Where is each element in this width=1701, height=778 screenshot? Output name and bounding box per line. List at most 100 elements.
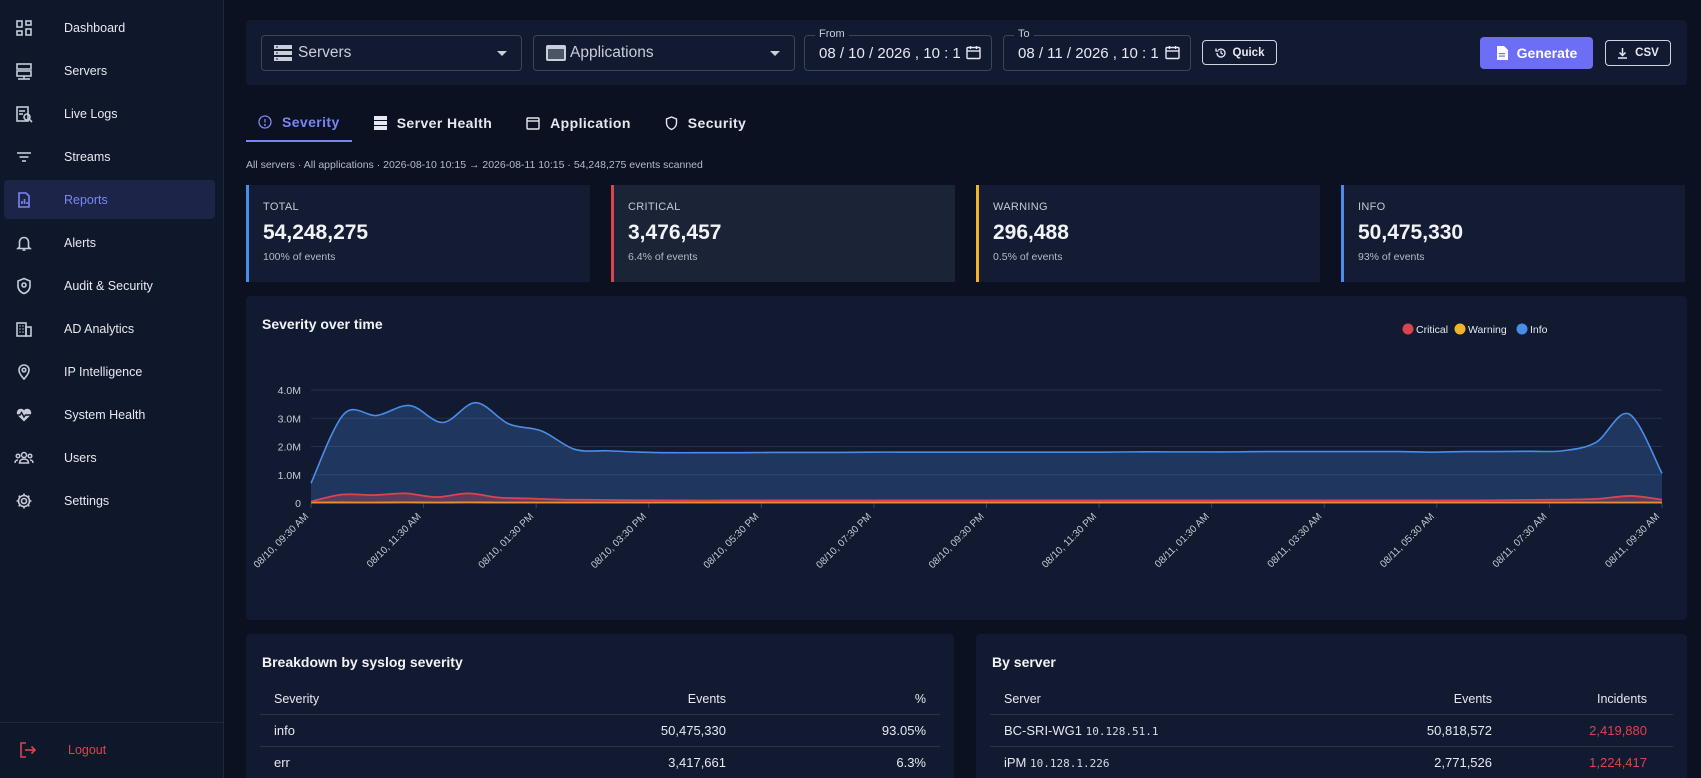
table-header-row: Server Events Incidents: [990, 683, 1673, 715]
legend-dot-critical: [1402, 323, 1414, 335]
column-header[interactable]: Severity: [274, 691, 320, 706]
breakdown-table: Severity Events % info 50,475,330 93.05%…: [260, 683, 940, 778]
sidebar-item-audit-security[interactable]: Audit & Security: [4, 266, 215, 305]
csv-export-button[interactable]: CSV: [1605, 40, 1671, 66]
y-tick-label: 2.0M: [278, 442, 301, 454]
stat-card-total[interactable]: TOTAL 54,248,275 100% of events: [246, 185, 590, 282]
generate-button[interactable]: Generate: [1480, 37, 1593, 69]
x-tick-label: 08/11, 01:30 AM: [1153, 511, 1212, 570]
chevron-down-icon: [497, 51, 507, 56]
x-tick-label: 08/10, 01:30 PM: [477, 511, 537, 571]
stat-value: 54,248,275: [263, 221, 369, 244]
sidebar-item-streams[interactable]: Streams: [4, 137, 215, 176]
sidebar-item-alerts[interactable]: Alerts: [4, 223, 215, 262]
servers-select[interactable]: Servers: [261, 35, 522, 71]
sidebar-item-ad-analytics[interactable]: AD Analytics: [4, 309, 215, 348]
chevron-down-icon: [770, 51, 780, 56]
column-header[interactable]: Server: [1004, 691, 1041, 706]
x-tick-label: 08/11, 05:30 AM: [1378, 511, 1437, 570]
sidebar-item-label: Reports: [64, 192, 108, 207]
by-server-title: By server: [992, 654, 1056, 670]
stat-card-info[interactable]: INFO 50,475,330 93% of events: [1341, 185, 1685, 282]
tab-server-health[interactable]: Server Health: [362, 104, 504, 142]
history-icon: [1214, 47, 1227, 59]
series-line-critical: [310, 492, 1663, 503]
x-tick-label: 08/10, 09:30 AM: [252, 511, 311, 570]
tab-application[interactable]: Application: [514, 104, 643, 142]
quick-button[interactable]: Quick: [1202, 40, 1277, 65]
events-cell: 3,417,661: [668, 755, 726, 770]
events-cell: 50,818,572: [1426, 723, 1492, 738]
stat-label: CRITICAL: [628, 201, 681, 213]
series-line-info: [310, 401, 1663, 484]
heart-pulse-icon: [12, 403, 36, 427]
table-row[interactable]: err 3,417,661 6.3%: [260, 747, 940, 778]
x-tick-label: 08/11, 03:30 AM: [1266, 511, 1325, 570]
sidebar-item-label: Users: [64, 450, 97, 465]
stat-subtext: 100% of events: [263, 251, 336, 263]
info-circle-icon: [258, 115, 272, 129]
severity-chart-panel: Severity over time 0 1.0M 2.0M 3.0M 4.0M 08/1…: [246, 296, 1687, 620]
y-tick-label: 3.0M: [278, 413, 301, 425]
severity-area-chart[interactable]: 0 1.0M 2.0M 3.0M 4.0M 08/10, 09:30 AM 08/10, 1…: [246, 296, 1687, 620]
logout-button[interactable]: Logout: [8, 730, 220, 769]
y-tick-label: 4.0M: [278, 385, 301, 397]
dashboard-icon: [12, 16, 36, 40]
calendar-icon[interactable]: [1165, 45, 1180, 64]
by-server-table: Server Events Incidents BC-SRI-WG1 10.12…: [990, 683, 1673, 778]
to-date-value: 08 / 11 / 2026 , 10 : 1: [1018, 44, 1159, 62]
server-ip: 10.128.1.226: [1030, 757, 1110, 770]
building-icon: [12, 317, 36, 341]
x-tick-label: 08/11, 09:30 AM: [1603, 511, 1662, 570]
sidebar-item-label: Servers: [64, 63, 108, 78]
severity-cell: info: [274, 723, 295, 738]
legend-label-warning: Warning: [1468, 324, 1507, 336]
tab-security[interactable]: Security: [653, 104, 758, 142]
stat-card-warning[interactable]: WARNING 296,488 0.5% of events: [976, 185, 1320, 282]
server-ip: 10.128.51.1: [1085, 725, 1159, 738]
sidebar-item-servers[interactable]: Servers: [4, 51, 215, 90]
from-label: From: [815, 28, 849, 40]
x-tick-label: 08/10, 11:30 PM: [1040, 511, 1099, 570]
y-tick-label: 0: [295, 498, 301, 510]
to-date-input[interactable]: To 08 / 11 / 2026 , 10 : 1: [1003, 28, 1191, 71]
stat-value: 296,488: [993, 221, 1069, 244]
column-header[interactable]: Incidents: [1596, 691, 1647, 706]
tab-severity[interactable]: Severity: [246, 104, 352, 142]
generate-label: Generate: [1516, 45, 1578, 61]
breakdown-panel: Breakdown by syslog severity Severity Ev…: [246, 634, 954, 778]
stat-value: 3,476,457: [628, 221, 722, 244]
tab-label: Severity: [282, 114, 340, 130]
column-header[interactable]: %: [914, 691, 926, 706]
shield-icon: [665, 115, 678, 131]
sidebar-item-system-health[interactable]: System Health: [4, 395, 215, 434]
sidebar-item-reports[interactable]: Reports: [4, 180, 215, 219]
server-icon: [274, 44, 292, 62]
column-header[interactable]: Events: [687, 691, 726, 706]
sidebar-item-users[interactable]: Users: [4, 438, 215, 477]
stat-card-critical[interactable]: CRITICAL 3,476,457 6.4% of events: [611, 185, 955, 282]
shield-icon: [12, 274, 36, 298]
sidebar-item-dashboard[interactable]: Dashboard: [4, 8, 215, 47]
live-logs-icon: [12, 102, 36, 126]
calendar-icon[interactable]: [966, 45, 981, 64]
table-header-row: Severity Events %: [260, 683, 940, 715]
sidebar-item-live-logs[interactable]: Live Logs: [4, 94, 215, 133]
sidebar-item-ip-intelligence[interactable]: IP Intelligence: [4, 352, 215, 391]
x-tick-label: 08/10, 11:30 AM: [365, 511, 424, 570]
column-header[interactable]: Events: [1453, 691, 1492, 706]
x-tick-label: 08/10, 07:30 PM: [814, 511, 874, 571]
table-row[interactable]: iPM 10.128.1.226 2,771,526 1,224,417: [990, 747, 1673, 778]
sidebar-nav: Dashboard Servers Live Logs Streams Repo…: [0, 8, 223, 524]
servers-select-value: Servers: [298, 44, 352, 61]
table-row[interactable]: BC-SRI-WG1 10.128.51.1 50,818,572 2,419,…: [990, 715, 1673, 747]
logout-label: Logout: [68, 742, 107, 757]
legend-dot-warning: [1454, 323, 1466, 335]
applications-select[interactable]: Applications: [533, 35, 795, 71]
sidebar-item-settings[interactable]: Settings: [4, 481, 215, 520]
from-date-input[interactable]: From 08 / 10 / 2026 , 10 : 1: [804, 28, 992, 71]
location-pin-icon: [12, 360, 36, 384]
percent-cell: 93.05%: [881, 723, 926, 738]
window-icon: [526, 116, 540, 130]
table-row[interactable]: info 50,475,330 93.05%: [260, 715, 940, 747]
